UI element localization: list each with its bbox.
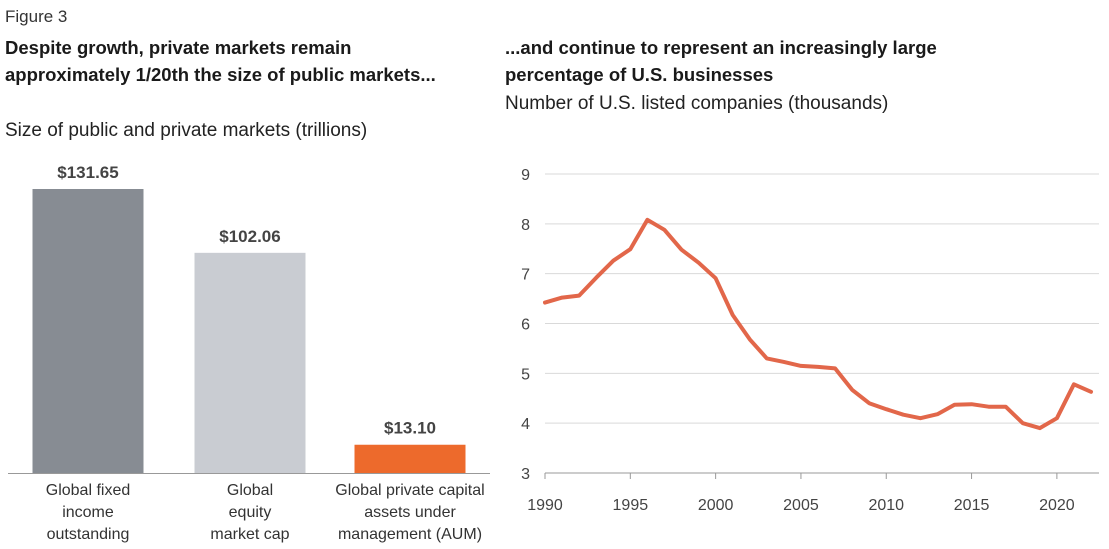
bar-category-label-1: Global equity market cap — [165, 480, 335, 546]
x-tick-label: 1990 — [527, 497, 563, 514]
y-tick-label: 4 — [521, 416, 530, 433]
x-tick-label: 1995 — [613, 497, 649, 514]
bar-category-label-line: income — [62, 504, 114, 521]
bar-category-label-2: Global private capital assets under manage… — [325, 480, 495, 546]
bar-category-label-line: market cap — [210, 526, 290, 543]
figure-label: Figure 3 — [5, 7, 68, 26]
bar-2 — [354, 444, 466, 473]
bar-category-label-line: Global private capital — [335, 482, 485, 499]
bar-value-label-2: $13.10 — [384, 419, 436, 438]
line-chart-title: ...and continue to represent an increasi… — [505, 37, 937, 85]
line-chart-subtitle: Number of U.S. listed companies (thousan… — [505, 93, 889, 114]
x-tick-label: 2000 — [698, 497, 734, 514]
x-tick-label: 2020 — [1039, 497, 1075, 514]
y-tick-label: 5 — [521, 366, 530, 383]
bar-value-label-1: $102.06 — [219, 227, 280, 246]
bar-category-label-0: Global fixed income outstanding — [3, 480, 173, 546]
bar-category-label-line: equity — [228, 504, 272, 521]
bar-category-label-line: management (AUM) — [337, 526, 483, 543]
bar-category-label-line: outstanding — [46, 526, 130, 543]
bar-chart-subtitle: Size of public and private markets (tril… — [5, 120, 368, 141]
bar-0 — [32, 189, 144, 473]
y-tick-label: 8 — [521, 217, 530, 234]
bar-category-label-line: assets under — [364, 504, 456, 521]
bar-category-label-line: Global — [226, 482, 274, 499]
y-tick-label: 7 — [521, 267, 530, 284]
x-tick-label: 2005 — [783, 497, 819, 514]
bar-chart: $131.65 $102.06 $13.10 — [8, 163, 490, 474]
bar-value-label-0: $131.65 — [57, 163, 118, 182]
y-tick-label: 6 — [521, 317, 530, 334]
y-tick-label: 9 — [521, 167, 530, 184]
y-tick-label: 3 — [521, 466, 530, 483]
x-tick-label: 2010 — [868, 497, 904, 514]
bar-chart-title: Despite growth, private markets remain a… — [5, 37, 436, 85]
x-tick-label: 2015 — [954, 497, 990, 514]
bar-category-label-line: Global fixed — [45, 482, 131, 499]
bar-1 — [194, 252, 306, 473]
